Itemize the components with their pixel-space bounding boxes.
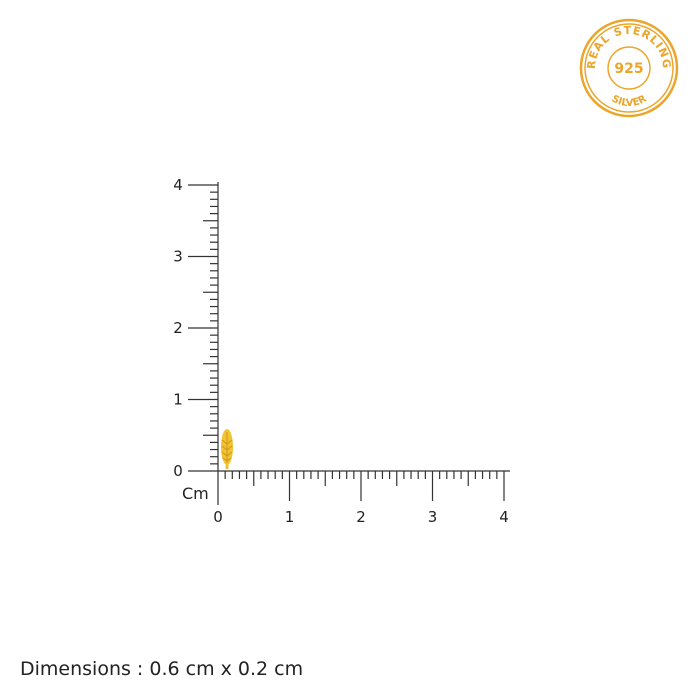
x-tick-label: 1 <box>285 508 295 526</box>
x-tick-label: 2 <box>356 508 366 526</box>
ruler-ticks <box>188 182 510 505</box>
x-tick-label: 4 <box>499 508 509 526</box>
dimensions-text: Dimensions : 0.6 cm x 0.2 cm <box>20 658 304 680</box>
y-tick-label: 0 <box>173 462 183 480</box>
y-tick-label: 1 <box>173 391 183 409</box>
y-tick-label: 2 <box>173 319 183 337</box>
sterling-silver-seal: REAL STERLING SILVER 925 <box>579 18 679 118</box>
x-tick-label: 3 <box>428 508 438 526</box>
y-tick-label: 4 <box>173 176 183 194</box>
x-tick-label: 0 <box>213 508 223 526</box>
y-tick-label: 3 <box>173 248 183 266</box>
leaf-earring-icon <box>221 429 233 469</box>
unit-label: Cm <box>182 484 209 503</box>
svg-text:SILVER: SILVER <box>610 93 649 109</box>
seal-center-text: 925 <box>614 61 643 77</box>
